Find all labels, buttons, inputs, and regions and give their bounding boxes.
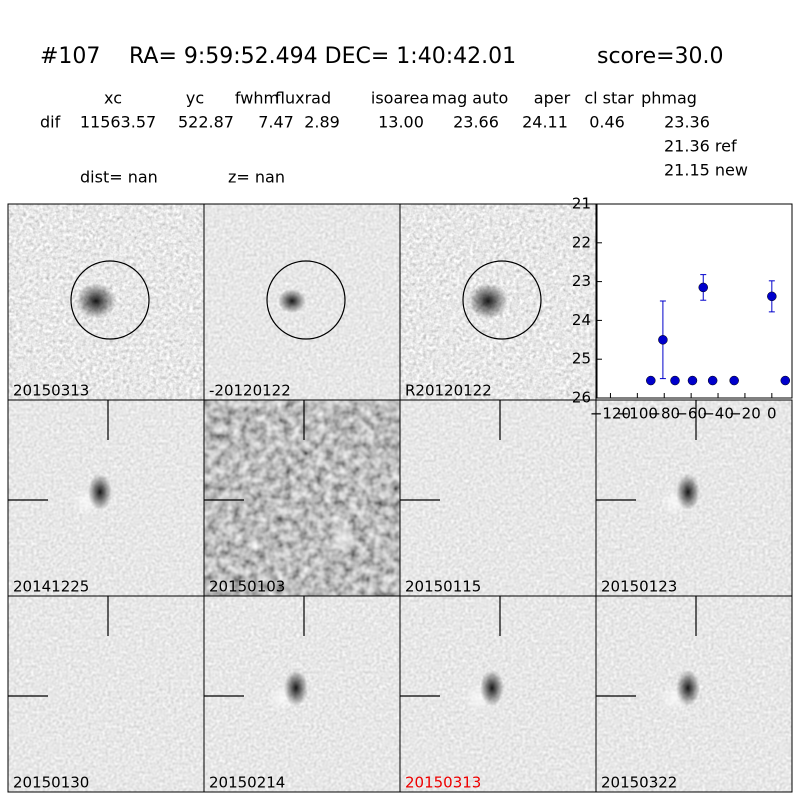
data-point — [698, 282, 708, 293]
aperture — [462, 260, 542, 340]
panel-border — [595, 595, 793, 793]
data-point — [707, 375, 718, 386]
phmag-new: 21.15 new — [664, 161, 748, 180]
column-value: 0.46 — [589, 113, 625, 132]
residual — [480, 670, 504, 706]
panel-label: 20150123 — [601, 578, 677, 596]
thumbnail: 20150103 — [203, 399, 401, 597]
data-point — [670, 375, 680, 386]
thumbnail: 20150115 — [399, 399, 597, 597]
image-noise — [204, 400, 400, 596]
x-tick-label: −80 — [648, 405, 680, 423]
phmag-ref: 21.36 ref — [664, 137, 737, 156]
y-tick-label: 22 — [572, 233, 591, 251]
residual — [284, 670, 308, 706]
data-point — [687, 375, 698, 386]
y-tick-label: 26 — [572, 389, 591, 407]
candidate-id: #107 — [40, 44, 100, 69]
thumbnail: 20150322 — [595, 595, 793, 793]
panel-label: 20141225 — [13, 578, 89, 596]
y-tick-label: 24 — [572, 311, 591, 329]
data-point — [780, 375, 791, 386]
column-value: 11563.57 — [80, 113, 156, 132]
data-point — [767, 291, 777, 302]
thumbnail: 20150130 — [7, 595, 205, 793]
score: score=30.0 — [597, 44, 724, 69]
column-value: 23.66 — [453, 113, 499, 132]
column-header: cl star — [584, 89, 634, 108]
data-point — [729, 375, 739, 386]
image-noise — [8, 596, 204, 792]
panel-label: 20150313 — [405, 774, 481, 792]
panel-label: R20120122 — [405, 382, 492, 400]
source — [76, 283, 116, 319]
x-tick-label: −120 — [590, 405, 631, 423]
column-header: isoarea — [371, 89, 429, 108]
source — [468, 283, 508, 319]
column-header: aper — [534, 89, 571, 108]
thumbnail: -20120122 — [203, 203, 401, 401]
panel-label: 20150313 — [13, 382, 89, 400]
panel-label: 20150115 — [405, 578, 481, 596]
thumbnail: 20150313 — [7, 203, 205, 401]
column-header: fwhm — [235, 89, 279, 108]
x-tick-label: −20 — [729, 405, 761, 423]
x-tick-label: −100 — [617, 405, 658, 423]
column-header: mag auto — [432, 89, 509, 108]
column-value: 13.00 — [378, 113, 424, 132]
thumbnail: 20150123 — [595, 399, 793, 597]
panel-label: 20150322 — [601, 774, 677, 792]
data-point — [658, 335, 668, 345]
column-value: 522.87 — [178, 113, 234, 132]
image-noise — [400, 400, 596, 596]
residual — [676, 474, 700, 510]
column-value: 7.47 — [258, 113, 294, 132]
thumbnail: 20150313 — [399, 595, 597, 793]
plot-area — [596, 203, 793, 399]
x-tick-label: −60 — [675, 405, 707, 423]
y-tick-label: 21 — [572, 195, 591, 213]
panel-label: 20150214 — [209, 774, 285, 792]
data-point — [646, 375, 656, 386]
source — [278, 289, 306, 313]
thumbnail: 20150214 — [203, 595, 401, 793]
column-value: 23.36 — [664, 113, 710, 132]
x-tick-label: 0 — [767, 405, 777, 423]
aperture — [266, 260, 346, 340]
column-header: phmag — [641, 89, 697, 108]
panel-label: 20150103 — [209, 578, 285, 596]
redshift: z= nan — [228, 168, 285, 187]
thumbnail: R20120122 — [399, 203, 597, 401]
coordinates: RA= 9:59:52.494 DEC= 1:40:42.01 — [129, 44, 516, 69]
column-value: 2.89 — [304, 113, 340, 132]
y-tick-label: 25 — [572, 350, 591, 368]
column-header: xc — [104, 89, 122, 108]
thumbnail: 20141225 — [7, 399, 205, 597]
x-tick-label: −40 — [702, 405, 734, 423]
column-value: 24.11 — [522, 113, 568, 132]
residual — [676, 670, 700, 706]
artifact — [330, 522, 358, 554]
y-tick-label: 23 — [572, 272, 591, 290]
row-label: dif — [40, 113, 61, 132]
column-header: yc — [186, 89, 204, 108]
dist: dist= nan — [80, 168, 158, 187]
column-header: fluxrad — [275, 89, 331, 108]
panel-label: 20150130 — [13, 774, 89, 792]
panel-label: -20120122 — [209, 382, 291, 400]
aperture — [70, 260, 150, 340]
residual — [88, 474, 112, 510]
